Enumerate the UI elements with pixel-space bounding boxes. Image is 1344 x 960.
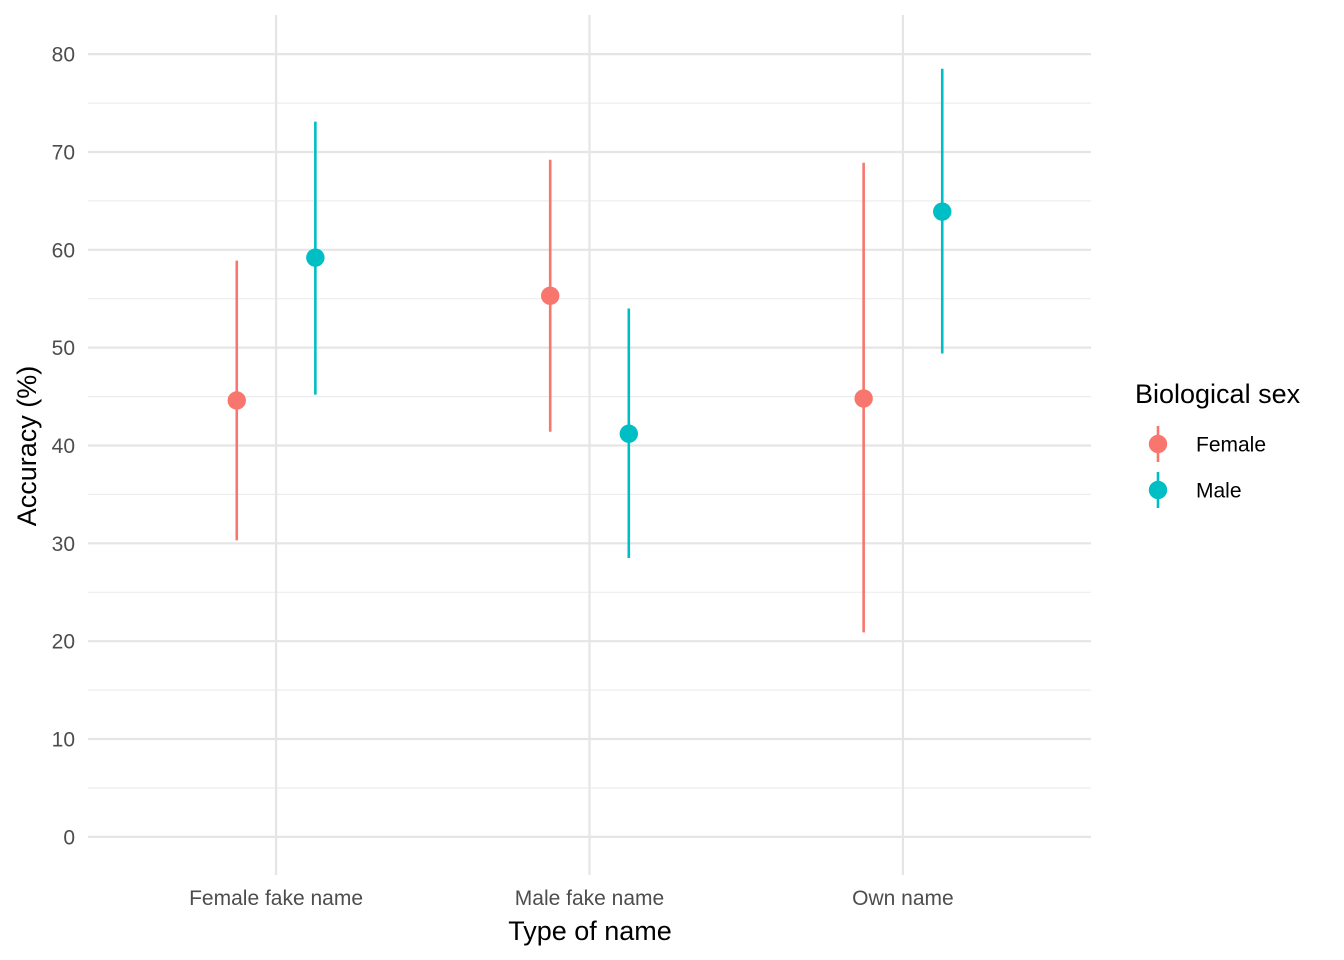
data-point — [619, 424, 638, 443]
y-tick-label: 70 — [52, 141, 75, 164]
x-axis-ticks: Female fake name Male fake name Own name — [189, 887, 954, 910]
y-tick-label: 0 — [63, 826, 75, 849]
legend-item-female: Female — [1148, 426, 1266, 462]
data-layer — [227, 68, 952, 633]
y-tick-label: 30 — [52, 533, 75, 556]
y-tick-label: 10 — [52, 729, 75, 752]
y-tick-label: 80 — [52, 44, 75, 67]
x-tick-label: Male fake name — [515, 887, 664, 910]
grid — [88, 15, 1091, 875]
y-tick-label: 40 — [52, 435, 75, 458]
legend-label: Male — [1196, 480, 1242, 503]
y-tick-label: 20 — [52, 631, 75, 654]
legend-item-male: Male — [1148, 472, 1242, 508]
y-tick-label: 50 — [52, 337, 75, 360]
y-tick-label: 60 — [52, 239, 75, 262]
y-axis-title: Accuracy (%) — [12, 366, 42, 527]
y-axis-ticks: 0 10 20 30 40 50 60 70 80 — [52, 44, 75, 850]
x-tick-label: Female fake name — [189, 887, 363, 910]
legend-title: Biological sex — [1135, 379, 1301, 409]
data-point — [933, 202, 952, 221]
x-axis-title: Type of name — [508, 916, 672, 946]
data-point — [541, 286, 560, 305]
legend-key-point — [1148, 434, 1168, 454]
legend: Biological sex Female Male — [1135, 379, 1301, 508]
legend-items: Female Male — [1148, 426, 1266, 508]
x-tick-label: Own name — [852, 887, 954, 910]
legend-label: Female — [1196, 434, 1266, 457]
series-male — [306, 68, 952, 559]
series-female — [227, 159, 873, 633]
data-point — [227, 391, 246, 410]
data-point — [306, 248, 325, 267]
data-point — [854, 389, 873, 408]
legend-key-point — [1148, 480, 1168, 500]
